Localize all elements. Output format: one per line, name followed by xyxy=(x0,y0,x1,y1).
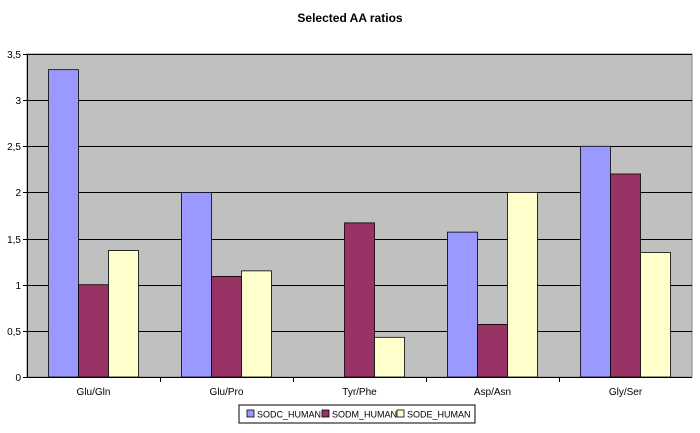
legend: SODC_HUMAN SODM_HUMAN SODE_HUMAN xyxy=(238,404,476,424)
y-tick-label: 0,5 xyxy=(7,327,21,338)
plot-area: 0 0,5 1 1,5 2 2,5 3 3,5 Glu/Gln Glu/Pro Tyr/Phe Asp… xyxy=(7,50,693,398)
bar-sode-human-3 xyxy=(507,192,538,378)
legend-swatch-sodc-human xyxy=(246,409,255,418)
x-tick-label: Asp/Asn xyxy=(474,387,511,398)
legend-label-sodm-human: SODM_HUMAN xyxy=(332,410,397,420)
legend-box xyxy=(238,404,476,424)
x-tick-label: Tyr/Phe xyxy=(342,387,377,398)
y-tick-label: 3 xyxy=(15,96,21,107)
bar-sode-human-2 xyxy=(374,336,405,378)
bar-sodm-human-1 xyxy=(211,276,242,378)
bar-sodc-human-1 xyxy=(181,192,212,378)
y-tick-label: 0 xyxy=(15,373,21,384)
legend-swatch-sodm-human xyxy=(321,409,330,418)
bar-sodm-human-0 xyxy=(78,284,109,378)
bar-sodc-human-0 xyxy=(48,69,79,378)
y-tick-label: 1 xyxy=(15,281,21,292)
bar-sodc-human-4 xyxy=(580,145,611,378)
bar-sodm-human-2 xyxy=(344,222,375,378)
bar-sode-human-0 xyxy=(108,250,139,378)
y-tick-label: 3,5 xyxy=(7,50,21,61)
legend-label-sode-human: SODE_HUMAN xyxy=(407,410,471,420)
x-tick-label: Glu/Gln xyxy=(77,387,111,398)
legend-label-sodc-human: SODC_HUMAN xyxy=(257,410,321,420)
x-tick-label: Glu/Pro xyxy=(210,387,244,398)
chart-title: Selected AA ratios xyxy=(297,11,402,25)
bar-sodm-human-3 xyxy=(477,323,508,378)
y-tick-label: 1,5 xyxy=(7,235,21,246)
x-tick-label: Gly/Ser xyxy=(609,387,643,398)
y-tick-label: 2,5 xyxy=(7,142,21,153)
bar-sodc-human-3 xyxy=(447,231,478,378)
bar-sode-human-4 xyxy=(640,252,671,378)
y-tick-label: 2 xyxy=(15,188,21,199)
legend-swatch-sode-human xyxy=(396,409,405,418)
bar-sodm-human-4 xyxy=(610,173,641,378)
bar-sode-human-1 xyxy=(241,270,272,378)
